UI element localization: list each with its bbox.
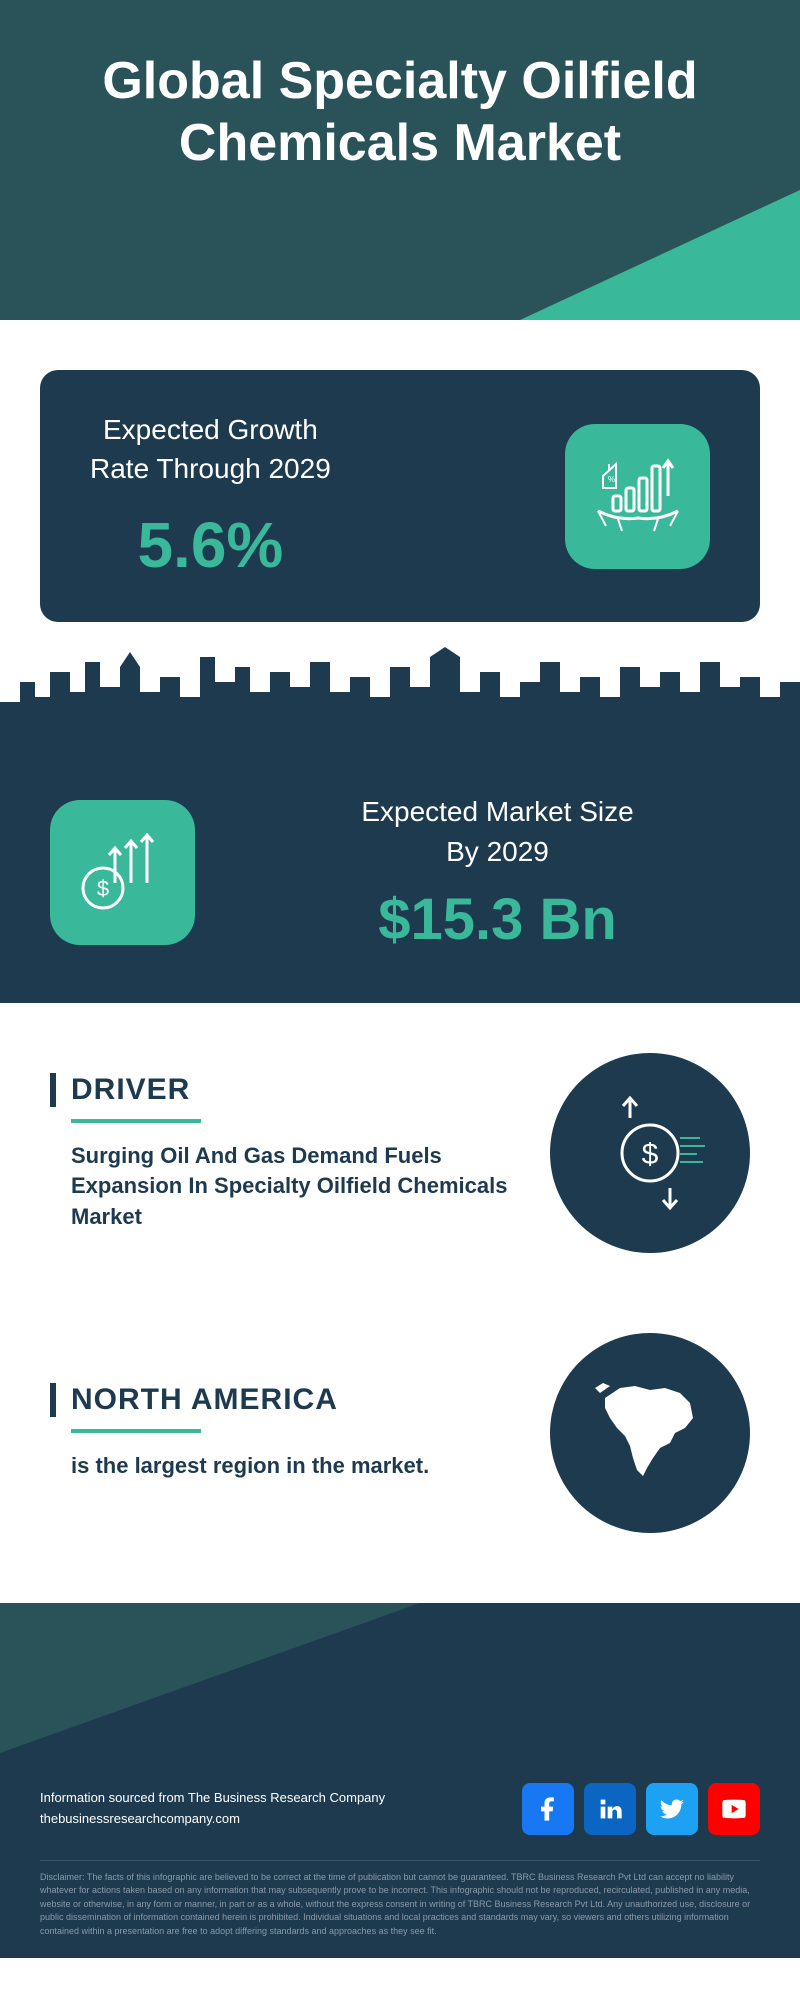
driver-underline — [71, 1119, 201, 1123]
footer: Information sourced from The Business Re… — [0, 1603, 800, 1959]
footer-content: Information sourced from The Business Re… — [40, 1783, 760, 1835]
social-icons — [522, 1783, 760, 1835]
footer-source: Information sourced from The Business Re… — [40, 1788, 385, 1830]
driver-heading: DRIVER — [50, 1073, 510, 1107]
svg-text:$: $ — [642, 1138, 659, 1171]
region-underline — [71, 1429, 201, 1433]
market-label: Expected Market Size By 2029 — [245, 792, 750, 870]
growth-label: Expected Growth Rate Through 2029 — [90, 410, 331, 488]
svg-text:$: $ — [96, 876, 108, 901]
market-value: $15.3 Bn — [245, 886, 750, 953]
header: Global Specialty Oilfield Chemicals Mark… — [0, 0, 800, 320]
region-desc: is the largest region in the market. — [71, 1451, 510, 1482]
growth-icon: % — [565, 424, 710, 569]
driver-desc: Surging Oil And Gas Demand Fuels Expansi… — [71, 1141, 510, 1233]
driver-icon: $ — [550, 1053, 750, 1253]
facebook-icon[interactable] — [522, 1783, 574, 1835]
linkedin-icon[interactable] — [584, 1783, 636, 1835]
twitter-icon[interactable] — [646, 1783, 698, 1835]
page-title: Global Specialty Oilfield Chemicals Mark… — [0, 0, 800, 175]
youtube-icon[interactable] — [708, 1783, 760, 1835]
growth-text: Expected Growth Rate Through 2029 5.6% — [90, 410, 331, 582]
market-text: Expected Market Size By 2029 $15.3 Bn — [245, 792, 750, 952]
disclaimer: Disclaimer: The facts of this infographi… — [40, 1860, 760, 1939]
growth-card: Expected Growth Rate Through 2029 5.6% % — [40, 370, 760, 622]
region-text: NORTH AMERICA is the largest region in t… — [50, 1383, 510, 1482]
header-accent-triangle — [520, 190, 800, 320]
market-section: $ Expected Market Size By 2029 $15.3 Bn — [0, 742, 800, 1002]
growth-section: Expected Growth Rate Through 2029 5.6% % — [0, 320, 800, 642]
region-icon — [550, 1333, 750, 1533]
region-heading: NORTH AMERICA — [50, 1383, 510, 1417]
driver-text: DRIVER Surging Oil And Gas Demand Fuels … — [50, 1073, 510, 1233]
svg-text:%: % — [608, 475, 615, 484]
region-section: NORTH AMERICA is the largest region in t… — [0, 1283, 800, 1563]
footer-accent-triangle — [0, 1603, 420, 1753]
driver-section: DRIVER Surging Oil And Gas Demand Fuels … — [0, 1003, 800, 1283]
market-icon: $ — [50, 800, 195, 945]
growth-value: 5.6% — [90, 508, 331, 582]
skyline-decoration — [0, 642, 800, 742]
